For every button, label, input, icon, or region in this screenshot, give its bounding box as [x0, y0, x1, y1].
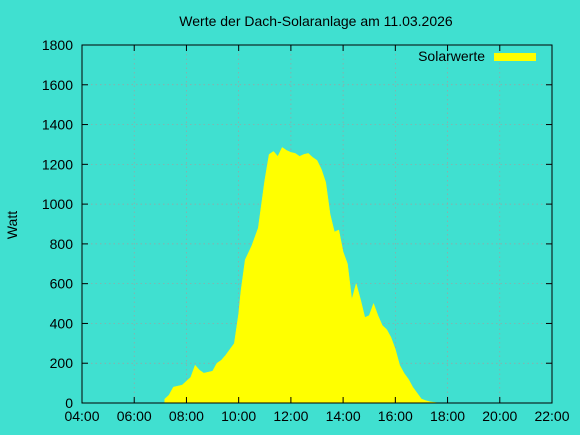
y-tick-label: 1000 — [42, 196, 73, 212]
legend-swatch — [494, 53, 536, 61]
series-area-0 — [164, 147, 444, 404]
y-tick-label: 600 — [50, 276, 74, 292]
y-axis-label: Watt — [4, 211, 20, 239]
x-tick-label: 14:00 — [326, 408, 361, 424]
x-tick-label: 10:00 — [221, 408, 256, 424]
x-tick-label: 06:00 — [117, 408, 152, 424]
x-tick-label: 12:00 — [273, 408, 308, 424]
x-tick-label: 04:00 — [64, 408, 99, 424]
plot-border — [81, 44, 553, 404]
y-tick-label: 0 — [65, 395, 73, 411]
chart-title: Werte der Dach-Solaranlage am 11.03.2026 — [179, 13, 453, 29]
x-tick-label: 08:00 — [169, 408, 204, 424]
x-tick-label: 22:00 — [534, 408, 569, 424]
y-tick-label: 400 — [50, 315, 74, 331]
legend-label: Solarwerte — [418, 48, 485, 64]
y-tick-label: 200 — [50, 355, 74, 371]
x-tick-label: 20:00 — [482, 408, 517, 424]
x-tick-label: 18:00 — [430, 408, 465, 424]
y-tick-label: 1400 — [42, 117, 73, 133]
axis-ticks: 0 200 400 600 800 1000 1200 1400 1600 1800 04:00 06… — [42, 37, 570, 424]
x-tick-label: 16:00 — [378, 408, 413, 424]
y-tick-label: 1600 — [42, 77, 73, 93]
y-tick-label: 800 — [50, 236, 74, 252]
y-tick-label: 1800 — [42, 37, 73, 53]
series-area — [164, 147, 444, 404]
legend: Solarwerte — [418, 48, 536, 64]
y-tick-label: 1200 — [42, 156, 73, 172]
